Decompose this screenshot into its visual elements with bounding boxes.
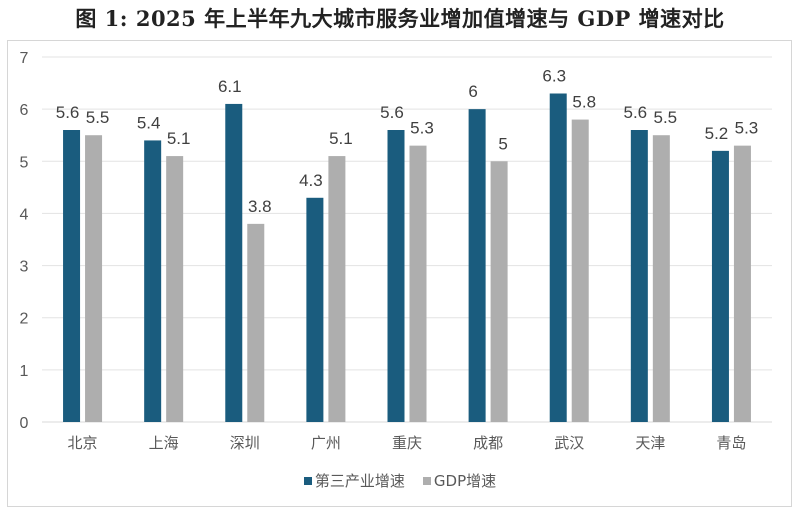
bar-gdp[interactable]	[733, 145, 751, 422]
bar-tertiary[interactable]	[468, 109, 486, 423]
x-category-label: 北京	[68, 434, 98, 452]
bar-gdp[interactable]	[490, 161, 508, 423]
data-label-gdp: 5.1	[329, 129, 353, 148]
data-label-tertiary: 6.1	[218, 77, 242, 96]
legend-item-gdp[interactable]: GDP增速	[422, 470, 497, 492]
legend-label-tertiary: 第三产业增速	[314, 472, 405, 490]
data-label-tertiary: 6.3	[542, 67, 566, 86]
x-axis-categories: 北京 上海 深圳 广州 重庆 成都 武汉 天津 青岛	[68, 434, 747, 452]
x-category-label: 天津	[635, 434, 665, 452]
y-tick-label: 1	[20, 363, 29, 380]
bar-tertiary[interactable]	[549, 93, 567, 423]
y-tick-label: 5	[20, 154, 29, 171]
data-label-gdp: 5.5	[654, 108, 678, 127]
bar-tertiary[interactable]	[63, 130, 81, 422]
legend: 第三产业增速 GDP增速	[0, 470, 800, 492]
y-tick-label: 4	[20, 206, 29, 223]
bar-gdp[interactable]	[247, 223, 265, 422]
bar-tertiary[interactable]	[711, 150, 729, 422]
y-axis-ticks: 0 1 2 3 4 5 6 7	[20, 50, 29, 432]
data-label-tertiary: 4.3	[299, 171, 323, 190]
data-label-gdp: 5.3	[410, 119, 434, 138]
bar-tertiary[interactable]	[225, 103, 243, 422]
bar-gdp[interactable]	[409, 145, 427, 422]
data-label-gdp: 5.3	[735, 119, 759, 138]
data-label-tertiary: 5.2	[705, 124, 729, 143]
chart-title: 图 1: 2025 年上半年九大城市服务业增加值增速与 GDP 增速对比	[75, 6, 725, 31]
data-label-tertiary: 5.6	[624, 103, 648, 122]
data-label-tertiary: 5.6	[56, 103, 80, 122]
y-tick-label: 0	[20, 415, 29, 432]
y-tick-label: 7	[20, 50, 29, 67]
chart-frame	[7, 40, 792, 507]
bars	[63, 93, 751, 423]
x-category-label: 广州	[311, 434, 341, 452]
bar-gdp[interactable]	[652, 135, 670, 422]
data-label-gdp: 5	[498, 134, 507, 153]
x-category-label: 重庆	[392, 434, 422, 452]
data-label-gdp: 5.1	[167, 129, 191, 148]
legend-item-tertiary[interactable]: 第三产业增速	[303, 470, 405, 492]
bar-gdp[interactable]	[328, 156, 346, 423]
data-label-tertiary: 5.4	[137, 113, 161, 132]
bar-gdp[interactable]	[85, 135, 103, 422]
bar-gdp[interactable]	[571, 119, 589, 423]
x-category-label: 青岛	[716, 434, 746, 452]
x-category-label: 上海	[149, 434, 179, 452]
data-label-gdp: 5.8	[572, 93, 596, 112]
legend-label-gdp: GDP增速	[433, 472, 497, 490]
data-label-gdp: 5.5	[86, 108, 110, 127]
data-label-gdp: 3.8	[248, 197, 272, 216]
bar-gdp[interactable]	[166, 156, 184, 423]
data-label-tertiary: 6	[468, 82, 477, 101]
legend-swatch-tertiary	[303, 477, 312, 485]
data-labels: 5.6 5.5 5.4 5.1 6.1 3.8 4.3 5.1 5.6 5.3 6 5 6.3 5.8 5.…	[56, 67, 759, 216]
y-tick-label: 6	[20, 102, 29, 119]
bar-tertiary[interactable]	[387, 130, 405, 422]
x-category-label: 武汉	[554, 434, 584, 452]
data-label-tertiary: 5.6	[380, 103, 404, 122]
y-tick-label: 3	[20, 259, 29, 276]
y-tick-label: 2	[20, 311, 29, 328]
bar-tertiary[interactable]	[630, 130, 648, 422]
x-category-label: 深圳	[230, 434, 260, 452]
x-category-label: 成都	[473, 434, 503, 452]
gridlines	[42, 56, 772, 423]
legend-swatch-gdp	[422, 477, 431, 485]
bar-tertiary[interactable]	[144, 140, 162, 422]
bar-tertiary[interactable]	[306, 197, 324, 422]
